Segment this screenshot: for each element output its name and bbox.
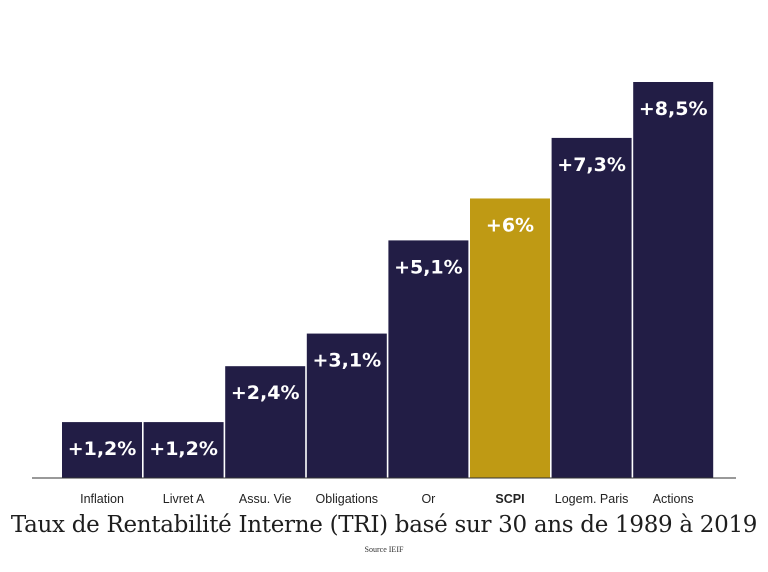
- category-label-livret-a: Livret A: [163, 492, 205, 506]
- value-label-logem-paris: +7,3%: [557, 154, 626, 176]
- value-label-scpi: +6%: [486, 214, 534, 236]
- bar-chart: +1,2% +1,2% +2,4% +3,1% +5,1% +6% +7,3% +8,5% I…: [32, 82, 736, 506]
- category-label-inflation: Inflation: [80, 492, 124, 506]
- bar-assu-vie: [225, 366, 306, 478]
- bar-or: [388, 240, 469, 478]
- bar-livret-a: [143, 422, 224, 478]
- value-label-livret-a: +1,2%: [149, 438, 218, 460]
- category-label-actions: Actions: [653, 492, 694, 506]
- value-label-or: +5,1%: [394, 256, 463, 278]
- value-label-inflation: +1,2%: [68, 438, 137, 460]
- value-label-actions: +8,5%: [639, 98, 708, 120]
- bar-obligations: [306, 333, 387, 478]
- bar-logem-paris: [551, 137, 632, 478]
- value-label-assu-vie: +2,4%: [231, 382, 300, 404]
- category-label-assu-vie: Assu. Vie: [239, 492, 292, 506]
- category-label-or: Or: [421, 492, 435, 506]
- bars-group: [62, 82, 714, 478]
- value-label-obligations: +3,1%: [312, 350, 381, 372]
- value-labels-group: +1,2% +1,2% +2,4% +3,1% +5,1% +6% +7,3% +8,5%: [68, 98, 708, 460]
- chart-source: Source IEIF: [364, 545, 404, 554]
- bar-scpi: [470, 198, 550, 478]
- bar-inflation: [62, 422, 142, 478]
- bar-actions: [633, 82, 714, 478]
- category-label-obligations: Obligations: [316, 492, 379, 506]
- category-label-logem-paris: Logem. Paris: [555, 492, 629, 506]
- chart-title: Taux de Rentabilité Interne (TRI) basé s…: [10, 512, 758, 538]
- category-labels-group: Inflation Livret A Assu. Vie Obligations Or S…: [80, 492, 694, 506]
- category-label-scpi: SCPI: [495, 492, 524, 506]
